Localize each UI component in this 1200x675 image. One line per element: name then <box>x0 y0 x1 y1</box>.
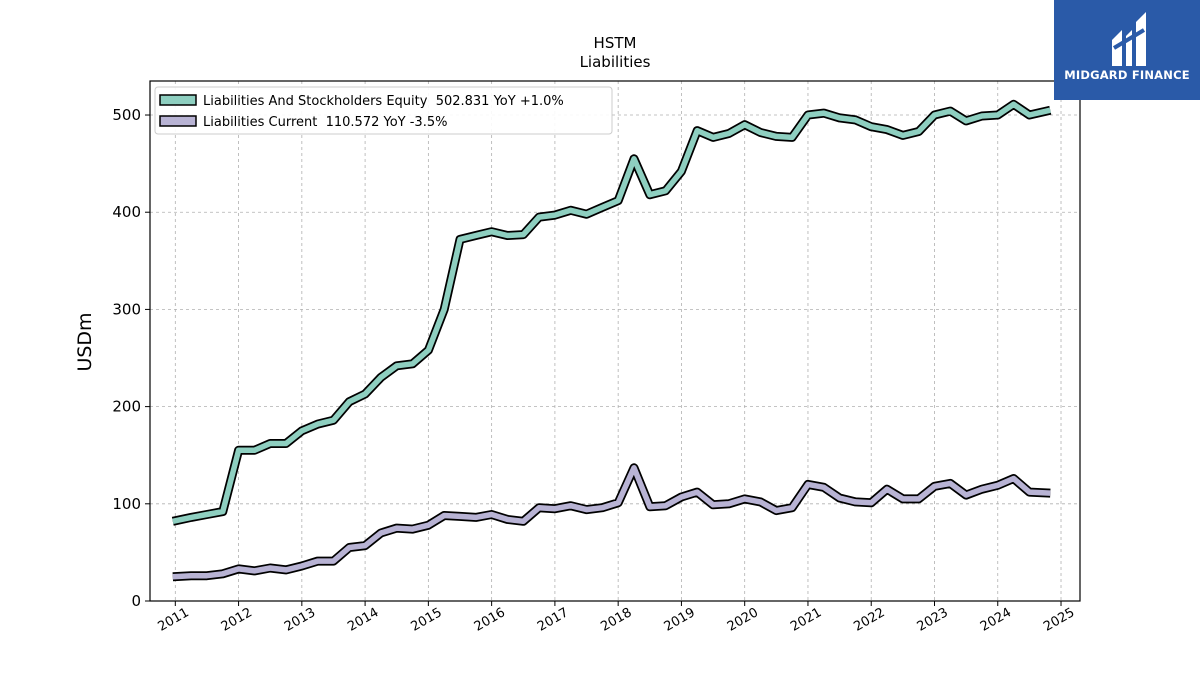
logo-mark-icon <box>1112 12 1146 66</box>
legend-label-equity: Liabilities And Stockholders Equity 502.… <box>203 94 564 109</box>
plot-frame <box>149 80 1081 602</box>
y-tick-label: 0 <box>131 592 141 610</box>
series-line-equity <box>172 101 1051 524</box>
x-tick-label: 2019 <box>662 605 698 635</box>
x-tick-label: 2017 <box>535 605 571 635</box>
series-lines <box>171 99 1052 582</box>
x-tick-label: 2015 <box>409 605 445 635</box>
series-line-outline-equity <box>171 99 1052 526</box>
legend-swatch-equity <box>159 94 197 106</box>
chart-subtitle: Liabilities <box>580 53 651 71</box>
x-tick-label: 2012 <box>219 605 255 635</box>
chart-title: HSTM <box>594 34 637 52</box>
series-line-current <box>172 465 1051 580</box>
x-tick-label: 2016 <box>472 605 508 635</box>
y-axis-label: USDm <box>74 312 96 371</box>
x-tick-label: 2013 <box>282 605 318 635</box>
legend-box <box>154 86 613 135</box>
brand-logo: MIDGARD FINANCE <box>1054 0 1200 100</box>
x-tick-label: 2021 <box>788 605 824 635</box>
x-tick-label: 2020 <box>725 605 761 635</box>
x-tick-label: 2018 <box>598 605 634 635</box>
legend-swatch-current <box>159 115 197 127</box>
x-tick-label: 2025 <box>1041 605 1077 635</box>
series-line-outline-current <box>172 463 1051 582</box>
legend-label-current: Liabilities Current 110.572 YoY -3.5% <box>203 115 447 130</box>
y-tick-label: 500 <box>112 106 141 124</box>
y-axis-ticks: 0 100 200 300 400 500 <box>112 106 150 610</box>
x-tick-label: 2024 <box>978 605 1014 635</box>
x-tick-label: 2023 <box>915 605 951 635</box>
y-tick-label: 300 <box>112 300 141 318</box>
x-axis-ticks: 2011 2012 2013 2014 2015 2016 2017 2018 2019 2020… <box>155 601 1077 635</box>
y-tick-label: 100 <box>112 495 141 513</box>
y-tick-label: 400 <box>112 203 141 221</box>
x-tick-label: 2011 <box>155 605 191 635</box>
brand-name: MIDGARD FINANCE <box>1064 68 1190 82</box>
y-tick-label: 200 <box>112 398 141 416</box>
x-tick-label: 2014 <box>345 605 381 635</box>
x-tick-label: 2022 <box>851 605 887 635</box>
grid <box>150 81 1080 602</box>
legend: Liabilities And Stockholders Equity 502.… <box>154 86 613 135</box>
